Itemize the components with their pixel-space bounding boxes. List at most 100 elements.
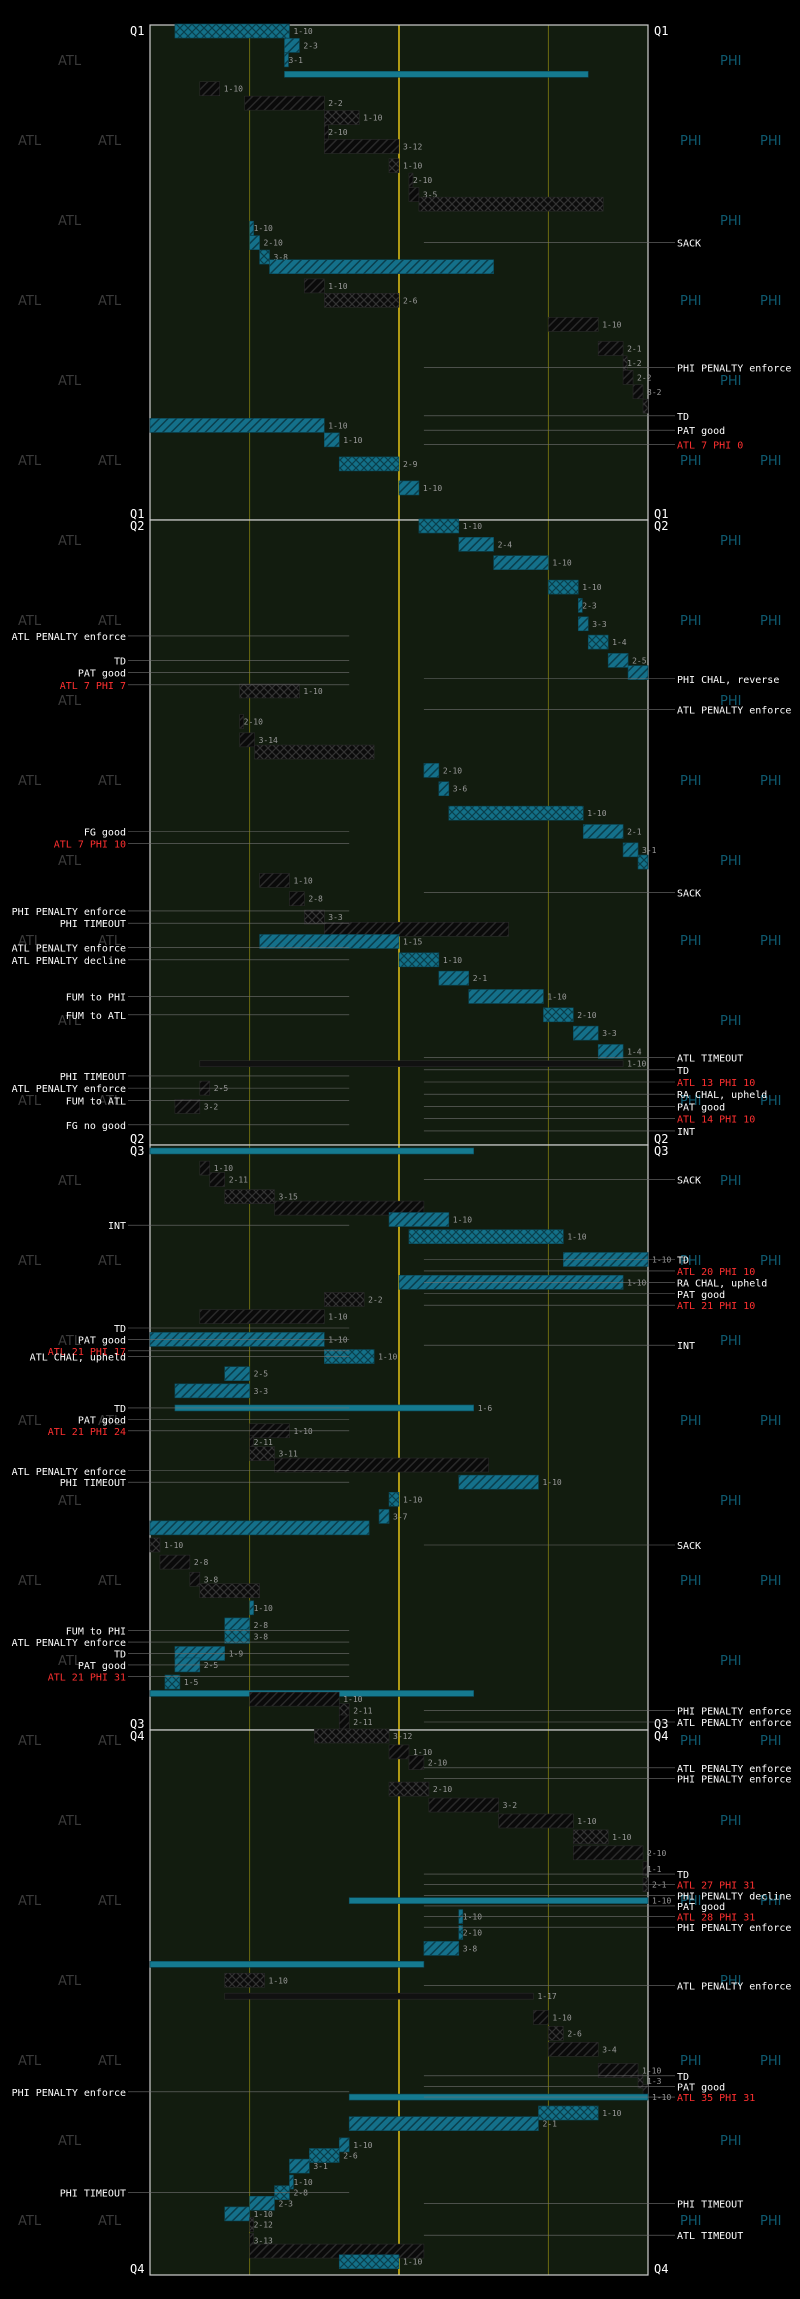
annotation-left: TD — [114, 656, 126, 667]
play-bar — [498, 1813, 574, 1829]
play-label: 2-10 — [577, 1011, 596, 1020]
watermark-left: ATL — [98, 614, 122, 629]
play-bar — [642, 398, 649, 414]
play-label: 3-3 — [592, 620, 607, 629]
annotation-left: FG no good — [66, 1121, 126, 1132]
annotation-right: ATL 13 PHI 10 — [677, 1078, 755, 1089]
watermark-right: PHI — [680, 134, 701, 149]
play-bar — [149, 1961, 425, 1968]
play-label: 2-1 — [652, 1881, 667, 1890]
play-bar — [627, 665, 649, 680]
play-bar — [622, 355, 628, 371]
play-label: 2-2 — [637, 373, 652, 382]
annotation-right: SACK — [677, 239, 701, 250]
play-label: 2-8 — [254, 1621, 269, 1630]
annotation-right: SACK — [677, 1176, 701, 1187]
play-bar — [577, 598, 583, 613]
watermark-left: ATL — [18, 1574, 42, 1589]
play-label: 1-10 — [627, 1060, 646, 1069]
play-label: 1-10 — [403, 1495, 422, 1504]
play-bar — [239, 732, 255, 748]
annotation-right: ATL 21 PHI 10 — [677, 1301, 755, 1312]
play-label: 1-10 — [269, 1976, 288, 1985]
play-bar — [249, 1600, 254, 1616]
play-label: 2-11 — [353, 1718, 372, 1727]
watermark-right: PHI — [720, 1654, 741, 1669]
play-bar — [572, 1845, 644, 1861]
play-bar — [338, 2137, 350, 2153]
watermark-right: PHI — [760, 1254, 781, 1269]
play-label: 3-2 — [647, 388, 662, 397]
annotation-left: ATL PENALTY enforce — [12, 1084, 126, 1095]
watermark-right: PHI — [720, 2134, 741, 2149]
play-label: 1-10 — [403, 2258, 422, 2267]
play-label: 2-5 — [204, 1661, 219, 1670]
play-label: 2-4 — [498, 540, 513, 549]
watermark-right: PHI — [720, 374, 741, 389]
quarter-label: Q2 — [654, 519, 668, 533]
play-bar — [254, 744, 375, 760]
play-bar — [149, 1520, 370, 1536]
quarter-label: Q1 — [130, 24, 144, 38]
watermark-right: PHI — [680, 1734, 701, 1749]
play-label: 2-1 — [473, 974, 488, 983]
annotation-left: FUM to PHI — [66, 992, 126, 1003]
play-bar — [239, 683, 300, 699]
watermark-left: ATL — [18, 2054, 42, 2069]
watermark-left: ATL — [58, 1814, 82, 1829]
play-label: 1-10 — [602, 2109, 621, 2118]
watermark-right: PHI — [760, 1094, 781, 1109]
watermark-left: ATL — [18, 454, 42, 469]
annotation-right: PHI PENALTY enforce — [677, 1774, 791, 1785]
play-label: 3-1 — [313, 2162, 328, 2171]
play-label: 2-10 — [428, 1759, 447, 1768]
annotation-right: ATL 20 PHI 10 — [677, 1267, 755, 1278]
play-bar — [388, 1781, 430, 1797]
watermark-left: ATL — [98, 294, 122, 309]
play-label: 3-1 — [288, 56, 303, 65]
play-label: 3-14 — [259, 736, 278, 745]
watermark-right: PHI — [680, 934, 701, 949]
annotation-left: FUM to PHI — [66, 1627, 126, 1638]
play-bar — [224, 1972, 265, 1988]
annotation-left: PAT good — [78, 1415, 126, 1426]
annotation-right: PHI PENALTY enforce — [677, 1707, 791, 1718]
watermark-right: PHI — [680, 614, 701, 629]
annotation-left: TD — [114, 1324, 126, 1335]
play-bar — [572, 1025, 599, 1041]
play-bar — [159, 1554, 191, 1570]
play-label: 1-10 — [443, 956, 462, 965]
watermark-left: ATL — [98, 134, 122, 149]
play-label: 2-10 — [264, 239, 283, 248]
watermark-right: PHI — [680, 1094, 701, 1109]
watermark-right: PHI — [680, 294, 701, 309]
watermark-left: ATL — [58, 1974, 82, 1989]
play-label: 2-3 — [582, 601, 597, 610]
play-label: 1-10 — [343, 436, 362, 445]
play-bar — [458, 1474, 539, 1490]
quarter-label: Q1 — [654, 507, 668, 521]
play-label: 1-10 — [602, 320, 621, 329]
annotation-right: PAT good — [677, 2082, 725, 2093]
annotation-right: TD — [677, 2072, 689, 2083]
play-bar — [289, 2174, 294, 2190]
play-bar — [249, 2217, 254, 2232]
watermark-left: ATL — [98, 2214, 122, 2229]
play-bar — [418, 518, 460, 534]
play-label: 3-8 — [254, 1632, 269, 1641]
play-bar — [438, 970, 470, 986]
annotation-right: SACK — [677, 1541, 701, 1552]
watermark-left: ATL — [18, 614, 42, 629]
play-label: 3-15 — [279, 1193, 298, 1202]
play-bar — [438, 781, 450, 797]
play-label: 1-10 — [423, 484, 442, 493]
play-bar — [428, 1797, 499, 1813]
annotation-right: ATL 35 PHI 31 — [677, 2093, 755, 2104]
play-label: 1-4 — [627, 1047, 642, 1056]
play-label: 2-10 — [443, 766, 462, 775]
watermark-right: PHI — [760, 1574, 781, 1589]
play-bar — [289, 891, 305, 907]
play-label: 2-6 — [567, 2029, 582, 2038]
play-label: 1-10 — [652, 1897, 671, 1906]
